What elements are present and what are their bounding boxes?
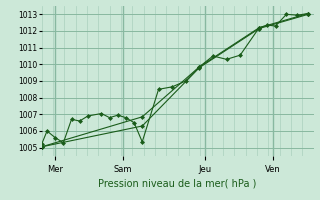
- X-axis label: Pression niveau de la mer( hPa ): Pression niveau de la mer( hPa ): [99, 178, 257, 188]
